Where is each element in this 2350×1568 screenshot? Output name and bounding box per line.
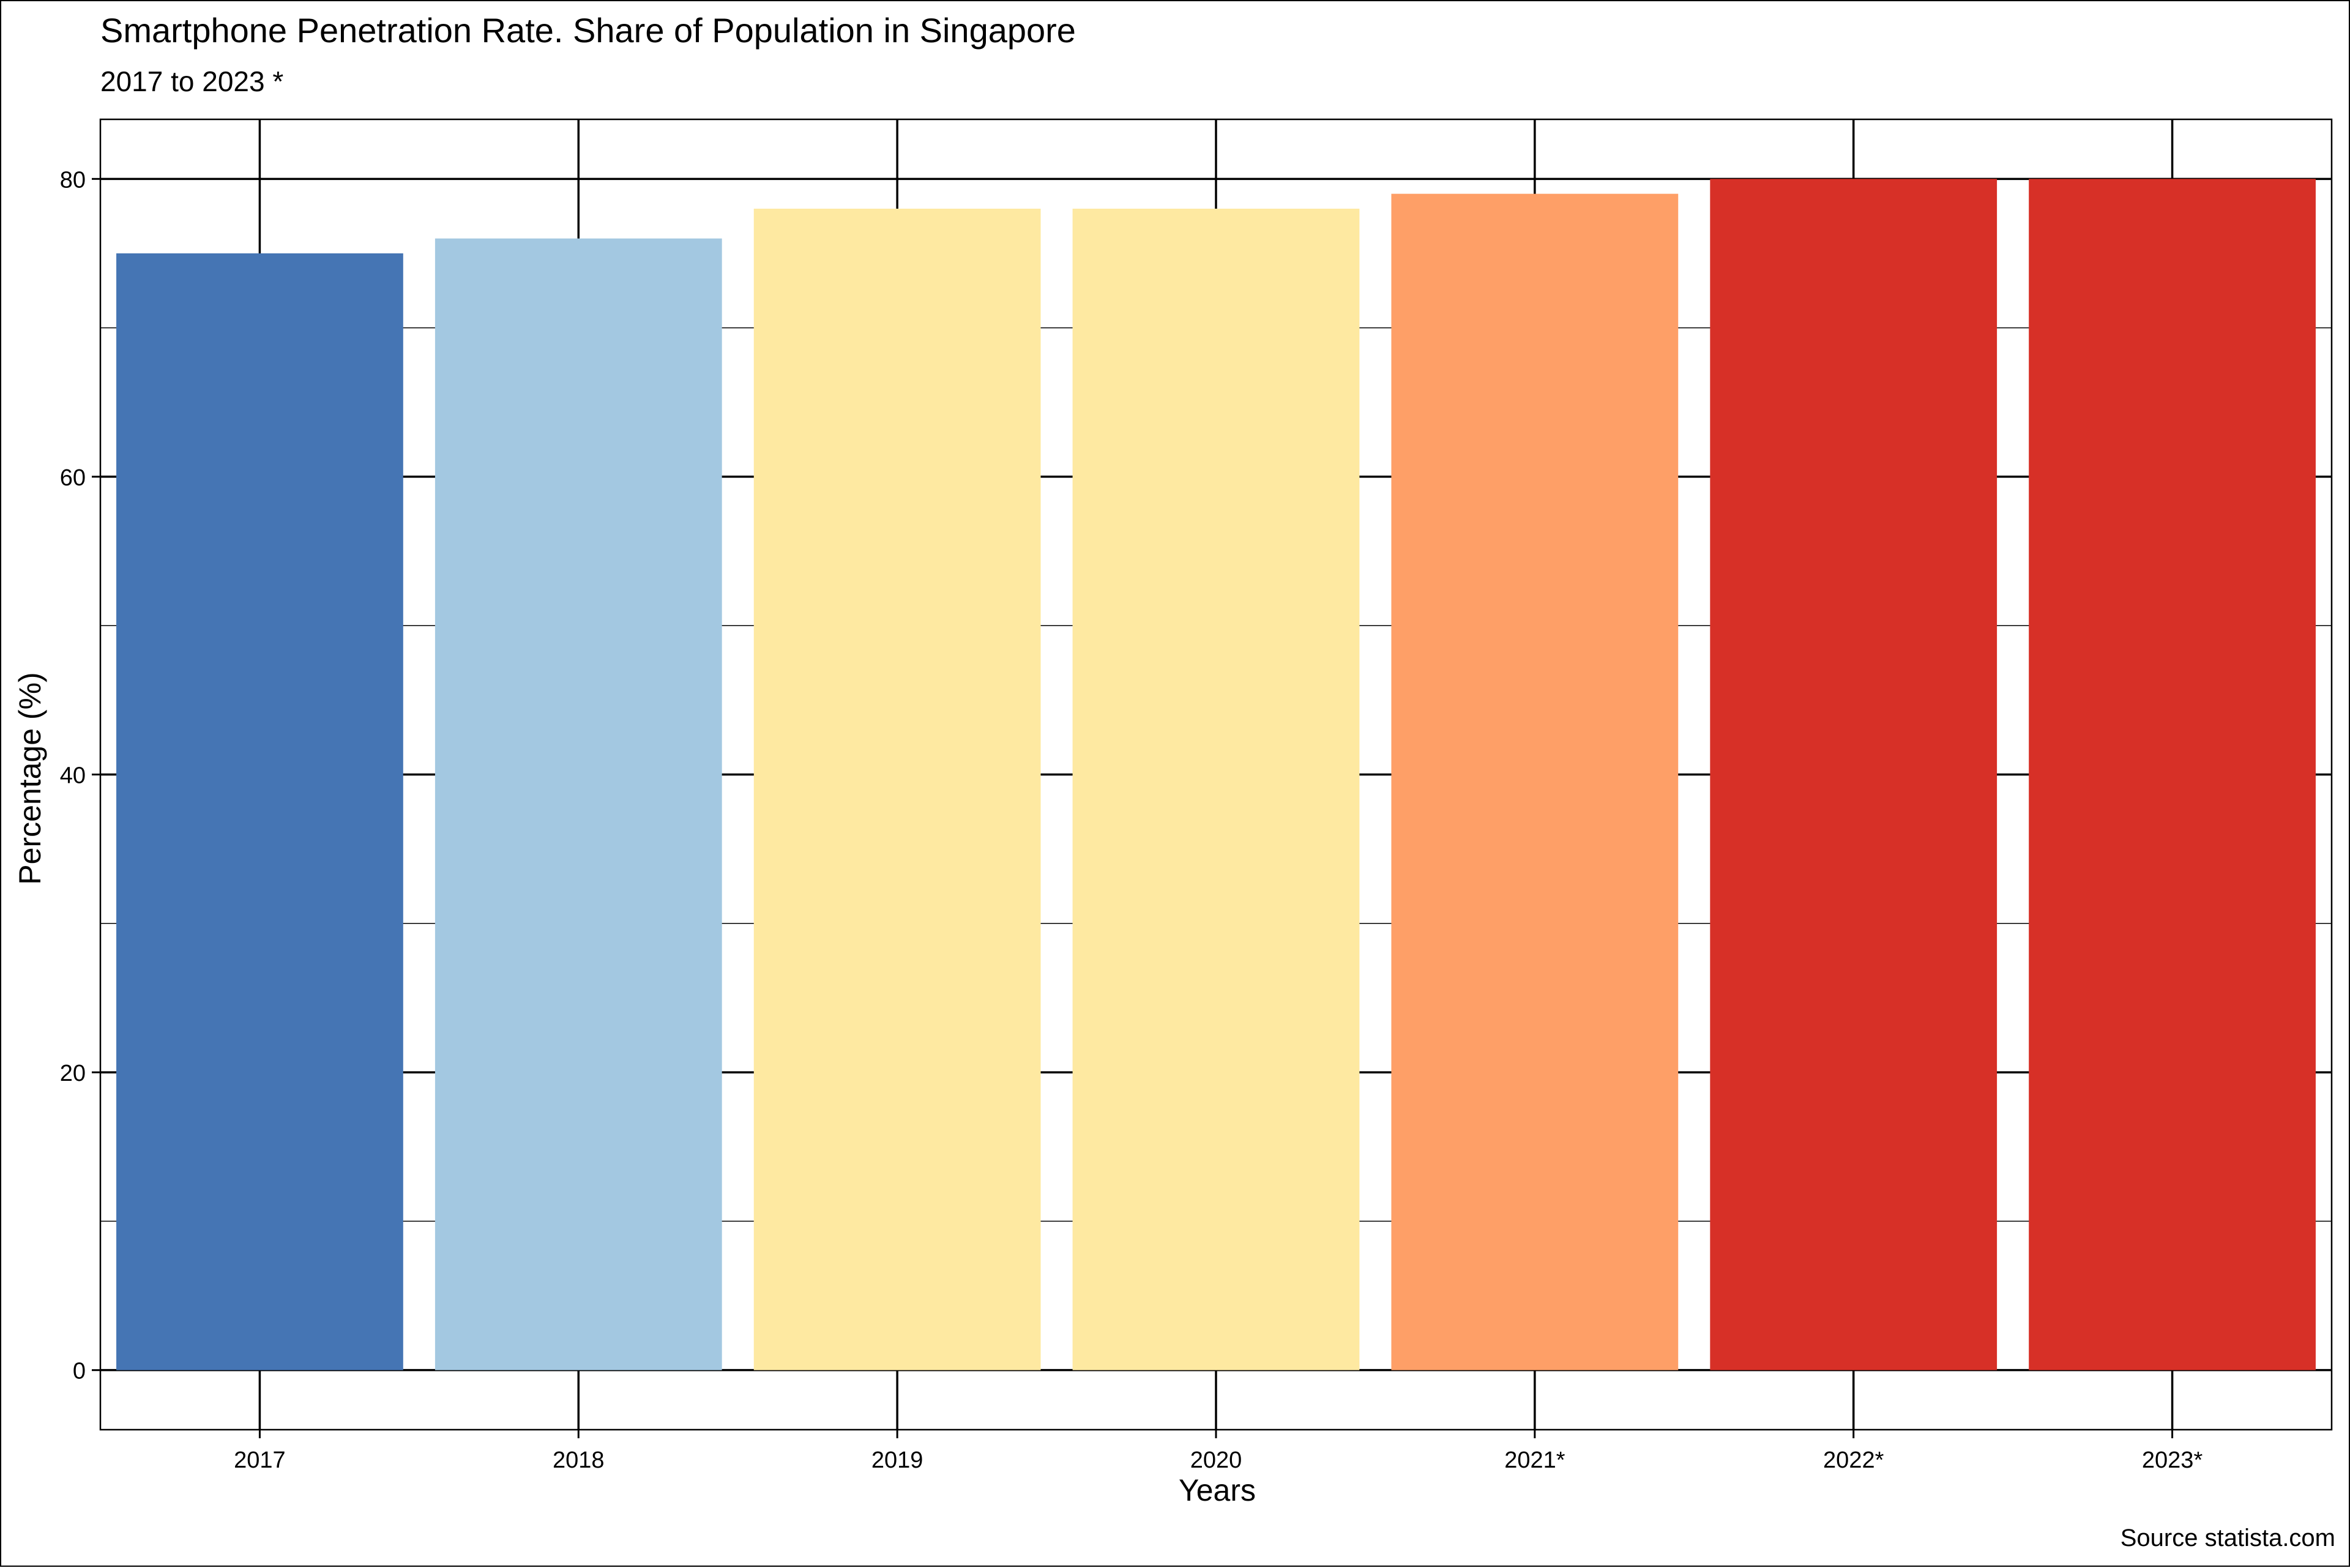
bar-2022	[1710, 179, 1997, 1370]
y-tick-label: 80	[60, 167, 86, 193]
bar-2018	[435, 238, 722, 1370]
y-tick-label: 20	[60, 1061, 86, 1086]
y-tick-label: 60	[60, 465, 86, 491]
plot-layer: 0 20 40 60 80 2017 2018 2019 2020 2021* 2022* 2023*	[60, 118, 2333, 1473]
bar-2020	[1072, 208, 1360, 1370]
source-note: Source statista.com	[2121, 1525, 2335, 1551]
x-tick-label: 2021*	[1504, 1447, 1565, 1473]
x-tick-label: 2023*	[2142, 1447, 2203, 1473]
x-axis-label: Years	[1179, 1473, 1256, 1507]
x-tick-label: 2019	[871, 1447, 923, 1473]
y-tick-label: 0	[73, 1359, 86, 1384]
bar-2019	[753, 208, 1041, 1370]
bar-2021	[1391, 193, 1679, 1370]
y-tick-label: 40	[60, 763, 86, 789]
x-tick-label: 2022*	[1823, 1447, 1884, 1473]
bar-2023	[2029, 179, 2316, 1370]
x-tick-label: 2018	[553, 1447, 605, 1473]
chart-subtitle: 2017 to 2023 *	[100, 65, 283, 97]
x-tick-label: 2017	[234, 1447, 286, 1473]
chart-title: Smartphone Penetration Rate. Share of Po…	[100, 11, 1076, 50]
x-tick-label: 2020	[1190, 1447, 1242, 1473]
y-axis-label: Percentage (%)	[13, 672, 47, 884]
bar-2017	[116, 253, 403, 1370]
